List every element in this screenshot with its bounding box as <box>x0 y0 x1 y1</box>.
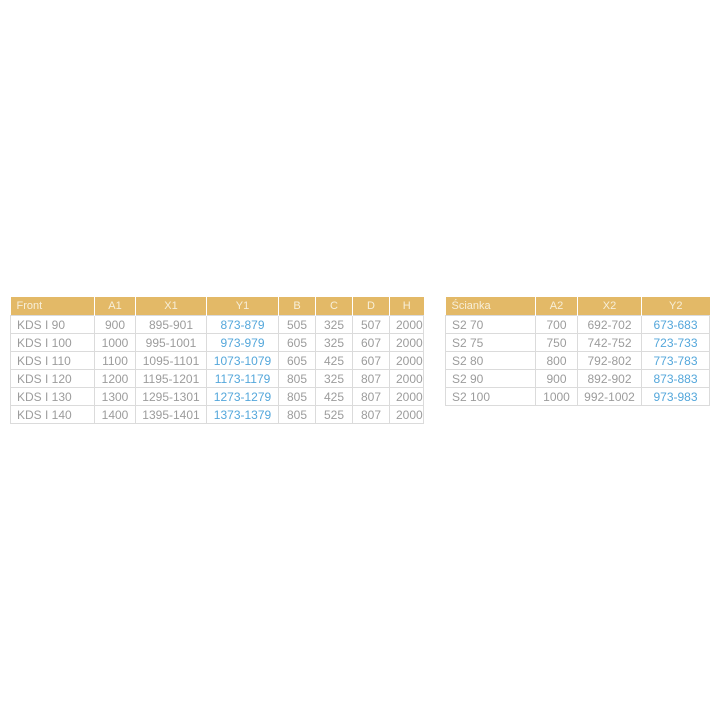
cell-d: 807 <box>352 369 390 388</box>
cell-x1: 1095-1101 <box>135 351 207 370</box>
cell-d: 607 <box>352 333 390 352</box>
table-row: S2 75 750 742-752 723-733 <box>445 333 710 352</box>
cell-y1: 1173-1179 <box>206 369 279 388</box>
table-row: KDS I 100 1000 995-1001 973-979 605 325 607 200… <box>10 333 424 352</box>
cell-c: 425 <box>315 351 353 370</box>
column-header-x2: X2 <box>577 297 642 316</box>
cell-d: 807 <box>352 405 390 424</box>
cell-scianka: S2 80 <box>445 351 536 370</box>
cell-y1: 1373-1379 <box>206 405 279 424</box>
column-header-a2: A2 <box>535 297 578 316</box>
cell-a2: 750 <box>535 333 578 352</box>
cell-b: 805 <box>278 387 316 406</box>
cell-a1: 1400 <box>94 405 136 424</box>
cell-a1: 1000 <box>94 333 136 352</box>
cell-y2: 773-783 <box>641 351 710 370</box>
table-row: S2 100 1000 992-1002 973-983 <box>445 387 710 406</box>
cell-h: 2000 <box>389 405 424 424</box>
cell-a2: 800 <box>535 351 578 370</box>
cell-front: KDS I 140 <box>10 405 95 424</box>
column-header-x1: X1 <box>135 297 207 316</box>
cell-front: KDS I 100 <box>10 333 95 352</box>
cell-x2: 692-702 <box>577 315 642 334</box>
cell-b: 605 <box>278 351 316 370</box>
cell-d: 607 <box>352 351 390 370</box>
cell-x2: 892-902 <box>577 369 642 388</box>
cell-c: 325 <box>315 315 353 334</box>
cell-a1: 1300 <box>94 387 136 406</box>
cell-scianka: S2 70 <box>445 315 536 334</box>
table-row: S2 70 700 692-702 673-683 <box>445 315 710 334</box>
cell-d: 807 <box>352 387 390 406</box>
cell-a1: 1100 <box>94 351 136 370</box>
cell-y2: 723-733 <box>641 333 710 352</box>
table-row: KDS I 130 1300 1295-1301 1273-1279 805 425 807… <box>10 387 424 406</box>
cell-front: KDS I 130 <box>10 387 95 406</box>
cell-x1: 1395-1401 <box>135 405 207 424</box>
cell-scianka: S2 100 <box>445 387 536 406</box>
cell-front: KDS I 90 <box>10 315 95 334</box>
front-dimensions-table: Front A1 X1 Y1 B C D H KDS I 90 900 895-901 873-879… <box>10 297 424 424</box>
column-header-front: Front <box>10 297 95 316</box>
column-header-y2: Y2 <box>641 297 710 316</box>
cell-y2: 873-883 <box>641 369 710 388</box>
column-header-scianka: Ścianka <box>445 297 536 316</box>
cell-scianka: S2 75 <box>445 333 536 352</box>
table-row: KDS I 120 1200 1195-1201 1173-1179 805 325 807… <box>10 369 424 388</box>
table-row: KDS I 140 1400 1395-1401 1373-1379 805 525 807… <box>10 405 424 424</box>
cell-y1: 1073-1079 <box>206 351 279 370</box>
column-header-y1: Y1 <box>206 297 279 316</box>
cell-front: KDS I 120 <box>10 369 95 388</box>
scianka-dimensions-table: Ścianka A2 X2 Y2 S2 70 700 692-702 673-683 S2 75… <box>445 297 710 406</box>
column-header-a1: A1 <box>94 297 136 316</box>
cell-a2: 900 <box>535 369 578 388</box>
cell-a2: 1000 <box>535 387 578 406</box>
cell-x1: 1195-1201 <box>135 369 207 388</box>
cell-c: 525 <box>315 405 353 424</box>
column-header-d: D <box>352 297 390 316</box>
column-header-b: B <box>278 297 316 316</box>
table-row: S2 80 800 792-802 773-783 <box>445 351 710 370</box>
cell-y1: 873-879 <box>206 315 279 334</box>
cell-y2: 673-683 <box>641 315 710 334</box>
table-row: KDS I 110 1100 1095-1101 1073-1079 605 425 607… <box>10 351 424 370</box>
cell-b: 805 <box>278 369 316 388</box>
table-row: S2 90 900 892-902 873-883 <box>445 369 710 388</box>
cell-x1: 995-1001 <box>135 333 207 352</box>
cell-c: 325 <box>315 369 353 388</box>
cell-b: 605 <box>278 333 316 352</box>
cell-c: 425 <box>315 387 353 406</box>
cell-front: KDS I 110 <box>10 351 95 370</box>
cell-x2: 992-1002 <box>577 387 642 406</box>
cell-b: 805 <box>278 405 316 424</box>
cell-a1: 900 <box>94 315 136 334</box>
cell-h: 2000 <box>389 333 424 352</box>
header-row: Ścianka A2 X2 Y2 <box>445 297 710 316</box>
cell-y1: 973-979 <box>206 333 279 352</box>
cell-x2: 792-802 <box>577 351 642 370</box>
cell-x2: 742-752 <box>577 333 642 352</box>
cell-b: 505 <box>278 315 316 334</box>
cell-x1: 895-901 <box>135 315 207 334</box>
table-row: KDS I 90 900 895-901 873-879 505 325 507 2000 <box>10 315 424 334</box>
cell-c: 325 <box>315 333 353 352</box>
column-header-c: C <box>315 297 353 316</box>
header-row: Front A1 X1 Y1 B C D H <box>10 297 424 316</box>
cell-scianka: S2 90 <box>445 369 536 388</box>
cell-y1: 1273-1279 <box>206 387 279 406</box>
column-header-h: H <box>389 297 424 316</box>
cell-x1: 1295-1301 <box>135 387 207 406</box>
cell-h: 2000 <box>389 351 424 370</box>
cell-h: 2000 <box>389 369 424 388</box>
cell-y2: 973-983 <box>641 387 710 406</box>
cell-a1: 1200 <box>94 369 136 388</box>
cell-h: 2000 <box>389 315 424 334</box>
cell-a2: 700 <box>535 315 578 334</box>
cell-h: 2000 <box>389 387 424 406</box>
cell-d: 507 <box>352 315 390 334</box>
